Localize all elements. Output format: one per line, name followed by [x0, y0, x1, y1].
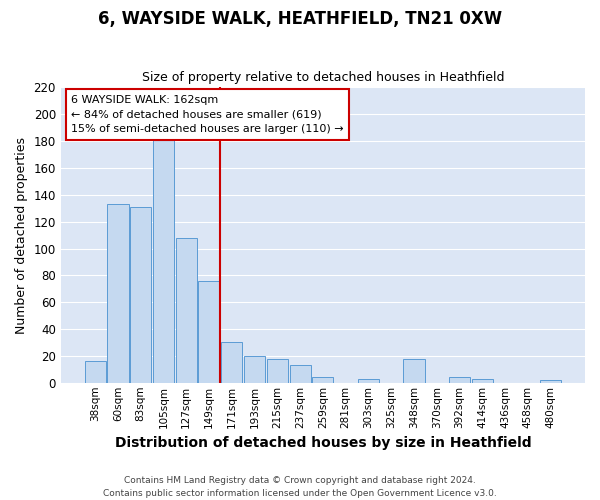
Bar [130, 207, 151, 383]
Bar [358, 378, 379, 383]
Y-axis label: Number of detached properties: Number of detached properties [15, 136, 28, 334]
Text: 6 WAYSIDE WALK: 162sqm
← 84% of detached houses are smaller (619)
15% of semi-de: 6 WAYSIDE WALK: 162sqm ← 84% of detached… [71, 95, 344, 134]
Title: Size of property relative to detached houses in Heathfield: Size of property relative to detached ho… [142, 70, 504, 84]
Bar [472, 378, 493, 383]
Bar [176, 238, 197, 383]
Bar [313, 378, 334, 383]
Bar [449, 378, 470, 383]
Bar [244, 356, 265, 383]
X-axis label: Distribution of detached houses by size in Heathfield: Distribution of detached houses by size … [115, 436, 531, 450]
Bar [540, 380, 561, 383]
Text: 6, WAYSIDE WALK, HEATHFIELD, TN21 0XW: 6, WAYSIDE WALK, HEATHFIELD, TN21 0XW [98, 10, 502, 28]
Bar [221, 342, 242, 383]
Bar [290, 366, 311, 383]
Bar [85, 362, 106, 383]
Bar [107, 204, 128, 383]
Bar [267, 358, 288, 383]
Bar [153, 137, 174, 383]
Bar [199, 280, 220, 383]
Bar [403, 358, 425, 383]
Text: Contains HM Land Registry data © Crown copyright and database right 2024.
Contai: Contains HM Land Registry data © Crown c… [103, 476, 497, 498]
